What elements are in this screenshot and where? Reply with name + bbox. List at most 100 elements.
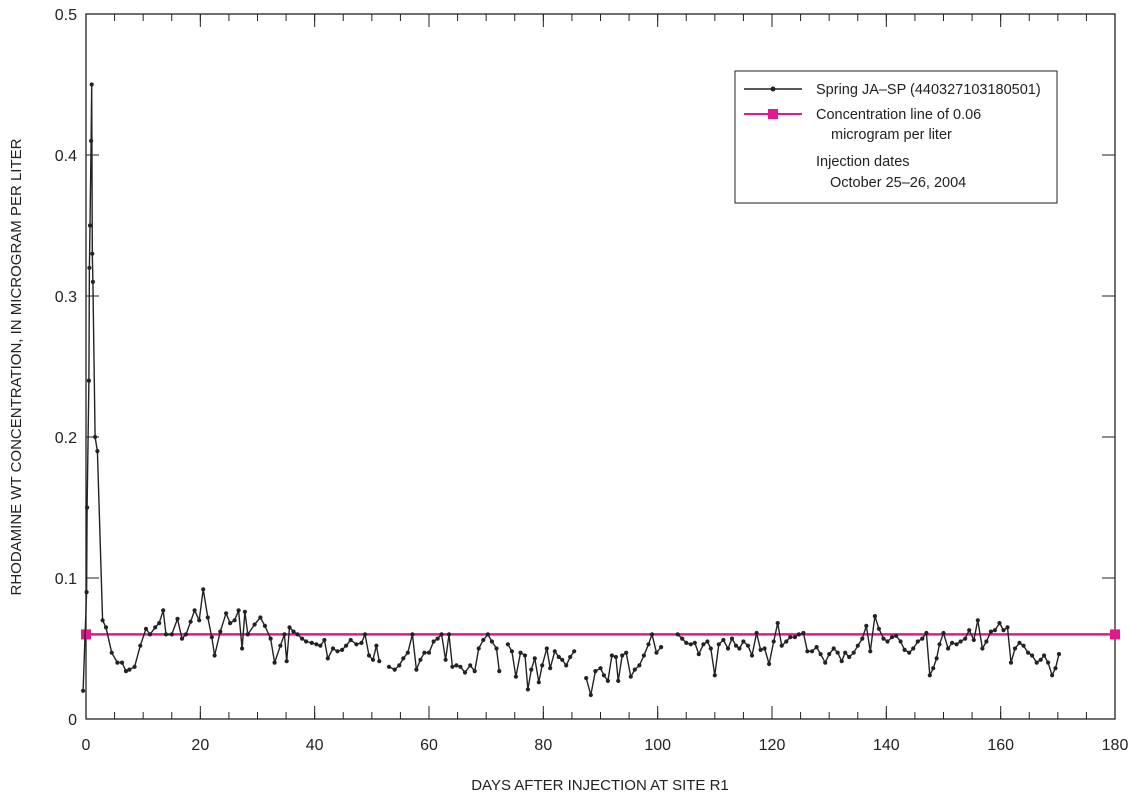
data-point [775,621,780,626]
data-point [898,639,903,644]
data-point [366,653,372,658]
legend-injection-label-line1: Injection dates [816,154,910,170]
data-point [472,669,477,674]
data-point [431,639,436,644]
data-point [209,635,214,640]
data-point [458,664,463,669]
data-point [212,653,217,658]
data-point [855,643,860,648]
data-point [762,646,767,651]
data-point [680,636,685,641]
data-point [1038,657,1043,662]
data-point [532,656,537,661]
legend: Spring JA–SP (440327103180501) Concentra… [734,70,1058,204]
data-point [988,629,994,634]
x-tick-label: 120 [759,737,786,754]
data-point [161,608,166,613]
data-point [593,669,598,674]
data-point [696,652,701,657]
data-point [684,640,689,646]
data-point [758,647,763,653]
data-point [701,642,706,647]
data-point [443,657,448,662]
data-point [344,643,349,648]
data-point [934,656,939,661]
data-point [85,505,90,510]
data-point [779,643,784,648]
data-point [564,663,569,668]
data-point [560,657,565,662]
legend-spring-marker [770,86,776,92]
data-point [784,639,789,644]
data-point [637,663,642,668]
data-point [958,639,963,644]
y-tick-label: 0.5 [55,7,77,24]
data-point [975,618,980,623]
data-point [620,653,625,658]
data-point [924,630,929,636]
data-point [851,650,856,655]
data-point [632,667,637,672]
data-point [81,688,86,693]
data-point [1034,660,1039,665]
data-point [304,639,309,644]
data-point [1050,673,1055,678]
x-axis-title: DAYS AFTER INJECTION AT SITE R1 [471,777,729,794]
data-point [536,680,541,685]
data-point [818,652,823,657]
data-point [468,663,473,668]
data-point [90,279,95,284]
data-point [937,642,942,647]
data-point [1056,652,1062,657]
y-tick-label: 0 [68,712,77,729]
data-point [127,667,132,672]
data-point [971,637,976,643]
data-point [868,649,873,654]
data-point [262,623,267,629]
data-point [688,642,693,647]
data-point [418,657,423,662]
data-point [946,646,951,651]
data-point [552,649,557,654]
data-point [192,608,197,613]
data-point [284,659,289,664]
data-point [950,640,955,646]
data-point [941,630,946,636]
data-point [823,660,828,665]
data-point [967,628,972,633]
data-point [788,635,793,640]
data-point [522,653,528,658]
data-point [132,664,137,669]
data-point [1005,625,1010,630]
data-point [1030,653,1035,658]
data-point [300,636,305,641]
data-point [439,632,444,637]
data-point [188,619,193,624]
data-point [1001,628,1006,633]
data-point [405,650,410,655]
y-tick-label: 0.4 [55,148,77,165]
data-point [729,636,735,641]
data-point [175,616,180,622]
data-point [911,646,916,651]
data-point [548,666,553,671]
data-point [446,632,452,637]
data-point [708,646,713,651]
data-point [1012,646,1018,651]
data-point [605,678,611,684]
data-point [314,642,319,647]
data-point [123,669,129,674]
data-point [509,649,514,654]
y-tick-label: 0.3 [55,289,77,306]
data-point [169,632,174,637]
data-point [454,663,459,668]
data-point [737,646,742,651]
data-point [827,652,832,657]
data-point [628,674,633,679]
data-point [462,670,468,675]
data-point [1008,660,1014,665]
data-point [218,629,223,634]
data-point [201,587,206,592]
data-point [616,678,621,684]
